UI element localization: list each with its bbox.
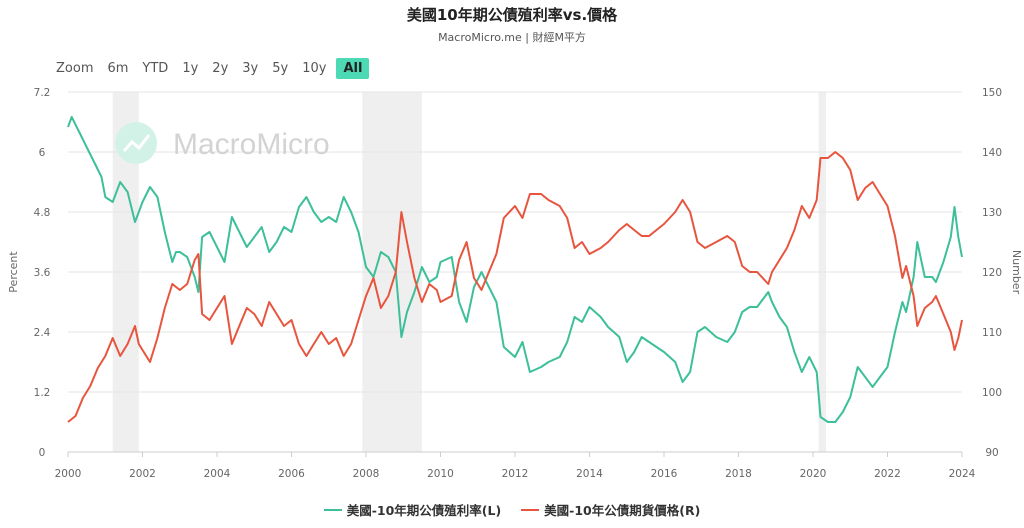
range-button-ytd[interactable]: YTD bbox=[142, 60, 169, 76]
y-left-axis-title: Percent bbox=[7, 251, 20, 293]
y-right-tick-label: 130 bbox=[982, 207, 1002, 219]
chart-title: 美國10年期公債殖利率vs.價格 bbox=[406, 6, 618, 24]
range-button-3y[interactable]: 3y bbox=[242, 60, 259, 76]
x-tick-label: 2016 bbox=[651, 468, 678, 480]
y-left-tick-label: 2.4 bbox=[34, 327, 51, 339]
y-left-tick-label: 3.6 bbox=[34, 267, 51, 279]
range-button-6m[interactable]: 6m bbox=[107, 60, 129, 76]
x-tick-label: 2008 bbox=[353, 468, 380, 480]
y-right-tick-label: 150 bbox=[982, 87, 1002, 99]
y-right-axis-title: Number bbox=[1010, 250, 1023, 295]
x-tick-label: 2012 bbox=[502, 468, 529, 480]
y-left-tick-label: 4.8 bbox=[34, 207, 51, 219]
x-tick-label: 2020 bbox=[800, 468, 827, 480]
range-selector: Zoom 6m YTD 1y 2y 3y 5y 10y All bbox=[56, 57, 375, 79]
y-right-tick-label: 90 bbox=[985, 447, 998, 459]
x-tick-label: 2002 bbox=[129, 468, 156, 480]
x-tick-label: 2018 bbox=[725, 468, 752, 480]
legend-swatch-yield bbox=[323, 508, 342, 511]
chart-subtitle: MacroMicro.me | 財經M平方 bbox=[438, 31, 586, 44]
axes: 0 1.2 2.4 3.6 4.8 6 7.2 90 100 110 120 130 140 150 200… bbox=[34, 87, 1002, 480]
legend-swatch-price bbox=[521, 508, 540, 511]
legend-label-price: 美國-10年公債期貨價格(R) bbox=[544, 503, 701, 518]
legend-item-yield[interactable]: 美國-10年期公債殖利率(L) bbox=[323, 500, 502, 519]
range-button-2y[interactable]: 2y bbox=[212, 60, 229, 76]
y-right-tick-label: 110 bbox=[982, 327, 1002, 339]
y-left-tick-label: 1.2 bbox=[34, 387, 51, 399]
legend-label-yield: 美國-10年期公債殖利率(L) bbox=[346, 503, 502, 518]
y-left-tick-label: 6 bbox=[39, 147, 46, 159]
x-tick-label: 2010 bbox=[427, 468, 454, 480]
y-right-tick-label: 100 bbox=[982, 387, 1002, 399]
watermark: MacroMicro bbox=[115, 122, 330, 164]
series-line-price bbox=[67, 151, 963, 423]
legend: 美國-10年期公債殖利率(L) 美國-10年公債期貨價格(R) bbox=[0, 500, 1024, 519]
macromicro-logo-icon bbox=[115, 122, 157, 164]
range-button-5y[interactable]: 5y bbox=[272, 60, 289, 76]
range-button-10y[interactable]: 10y bbox=[302, 60, 327, 76]
range-button-1y[interactable]: 1y bbox=[182, 60, 199, 76]
series-line-yield bbox=[67, 116, 963, 423]
range-selector-label: Zoom bbox=[56, 60, 94, 76]
chart-plot[interactable]: MacroMicro 0 1.2 2.4 3.6 4.8 6 7.2 90 100 110 120 1… bbox=[0, 0, 1024, 500]
series-lines bbox=[67, 116, 963, 423]
x-tick-label: 2000 bbox=[55, 468, 82, 480]
legend-item-price[interactable]: 美國-10年公債期貨價格(R) bbox=[521, 500, 700, 519]
x-tick-label: 2006 bbox=[278, 468, 305, 480]
y-right-tick-label: 120 bbox=[982, 267, 1002, 279]
x-tick-label: 2014 bbox=[576, 468, 603, 480]
x-tick-label: 2022 bbox=[874, 468, 901, 480]
y-left-tick-label: 0 bbox=[39, 447, 46, 459]
y-right-tick-label: 140 bbox=[982, 147, 1002, 159]
y-left-tick-label: 7.2 bbox=[34, 87, 51, 99]
range-button-all[interactable]: All bbox=[336, 57, 370, 79]
x-tick-label: 2004 bbox=[204, 468, 231, 480]
watermark-text: MacroMicro bbox=[173, 128, 330, 161]
x-tick-label: 2024 bbox=[949, 468, 976, 480]
